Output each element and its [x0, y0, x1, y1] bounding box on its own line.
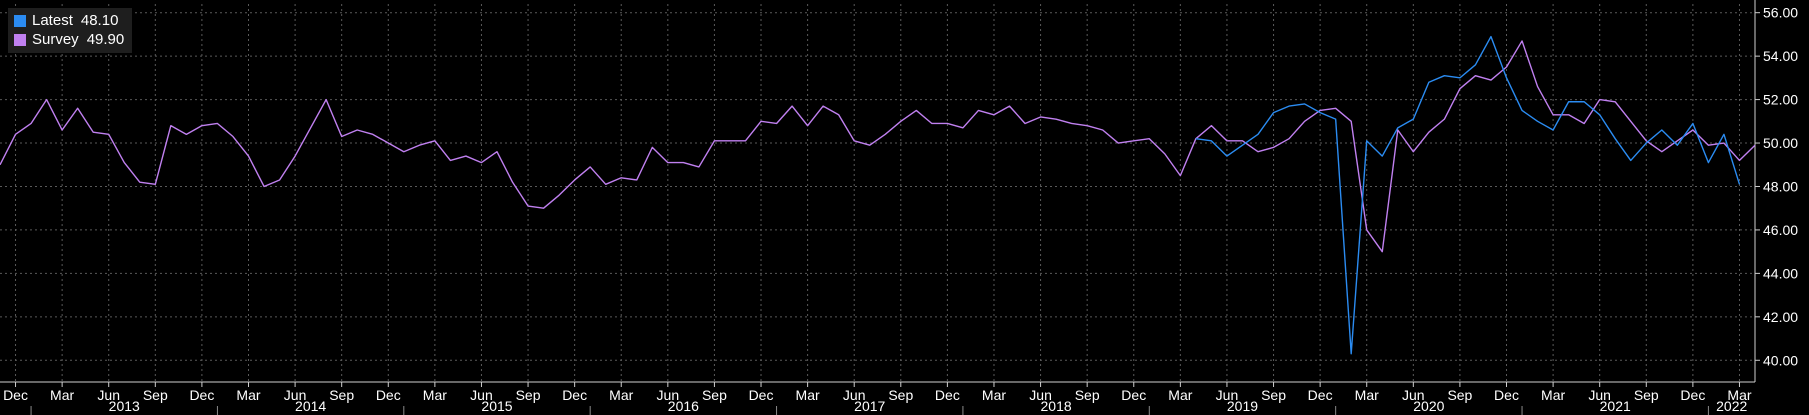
x-tick-label-month: Sep: [888, 387, 913, 403]
x-tick-label-month: Sep: [1447, 387, 1472, 403]
legend-label-latest: Latest: [32, 12, 73, 29]
x-tick-label-month: Dec: [3, 387, 28, 403]
x-tick-label-year: 2013: [109, 398, 140, 414]
legend-label-survey: Survey: [32, 31, 79, 48]
legend-swatch-survey: [14, 33, 26, 46]
x-tick-label-month: Mar: [796, 387, 820, 403]
series-line-survey: [0, 40, 1756, 253]
y-tick-label: 54.00: [1763, 48, 1798, 64]
x-tick-label-month: Mar: [1355, 387, 1379, 403]
legend-value-latest: 48.10: [80, 12, 119, 29]
legend-entry-survey: Survey 49.90: [14, 30, 124, 49]
y-axis-ticks: 40.00 42.00 44.00 46.00 48.00 50.00 52.00 54.00…: [1763, 5, 1798, 369]
x-tick-label-month: Dec: [1680, 387, 1705, 403]
axes: [0, 0, 1760, 415]
x-axis-ticks: Dec Mar Jun Sep Dec Mar Jun Sep Dec Mar Jun Sep Dec M…: [3, 387, 1752, 414]
x-tick-label-month: Sep: [1261, 387, 1286, 403]
x-tick-label-month: Jun: [1588, 387, 1611, 403]
x-tick-label-month: Dec: [1494, 387, 1519, 403]
y-tick-label: 42.00: [1763, 309, 1798, 325]
x-tick-label-month: Jun: [1029, 387, 1052, 403]
y-tick-label: 40.00: [1763, 352, 1798, 368]
x-tick-label-month: Mar: [423, 387, 447, 403]
x-tick-label-month: Sep: [143, 387, 168, 403]
y-tick-label: 44.00: [1763, 265, 1798, 281]
x-tick-label-month: Mar: [1727, 387, 1751, 403]
x-tick-label-year: 2019: [1227, 398, 1258, 414]
y-tick-label: 50.00: [1763, 135, 1798, 151]
x-tick-label-year: 2018: [1041, 398, 1072, 414]
x-tick-label-month: Dec: [189, 387, 214, 403]
y-tick-label: 48.00: [1763, 178, 1798, 194]
grid: [0, 4, 1755, 382]
y-tick-label: 46.00: [1763, 222, 1798, 238]
x-tick-label-month: Sep: [516, 387, 541, 403]
x-tick-label-month: Jun: [470, 387, 493, 403]
x-tick-label-month: Jun: [97, 387, 120, 403]
x-tick-label-month: Mar: [1541, 387, 1565, 403]
x-tick-label-year: 2020: [1413, 398, 1444, 414]
plot-area: [0, 35, 1756, 355]
legend-value-survey: 49.90: [86, 31, 125, 48]
x-tick-label-month: Jun: [1216, 387, 1239, 403]
x-tick-label-month: Sep: [329, 387, 354, 403]
x-tick-label-year: 2021: [1600, 398, 1631, 414]
x-tick-label-month: Mar: [609, 387, 633, 403]
x-tick-label-month: Mar: [1168, 387, 1192, 403]
x-tick-label-month: Dec: [562, 387, 587, 403]
x-tick-label-month: Dec: [749, 387, 774, 403]
x-tick-label-month: Dec: [376, 387, 401, 403]
x-tick-label-month: Mar: [50, 387, 74, 403]
series-line-latest: [1195, 35, 1741, 355]
x-tick-label-month: Jun: [1402, 387, 1425, 403]
x-tick-label-month: Sep: [1634, 387, 1659, 403]
x-tick-label-year: 2017: [854, 398, 885, 414]
x-tick-label-year: 2016: [668, 398, 699, 414]
x-tick-label-month: Dec: [935, 387, 960, 403]
y-tick-label: 56.00: [1763, 5, 1798, 21]
x-tick-label-month: Mar: [982, 387, 1006, 403]
x-tick-label-month: Dec: [1121, 387, 1146, 403]
x-tick-label-month: Dec: [1308, 387, 1333, 403]
x-tick-label-month: Jun: [284, 387, 307, 403]
legend-swatch-latest: [14, 14, 26, 27]
x-tick-label-year: 2022: [1716, 398, 1747, 414]
x-tick-label-year: 2014: [295, 398, 326, 414]
legend-entry-latest: Latest 48.10: [14, 11, 124, 30]
legend: Latest 48.10 Survey 49.90: [8, 8, 133, 53]
x-tick-label-month: Jun: [843, 387, 866, 403]
x-tick-label-month: Mar: [236, 387, 260, 403]
x-tick-label-month: Jun: [657, 387, 680, 403]
x-tick-label-month: Sep: [1075, 387, 1100, 403]
x-tick-label-year: 2015: [481, 398, 512, 414]
y-tick-label: 52.00: [1763, 92, 1798, 108]
x-tick-label-month: Sep: [702, 387, 727, 403]
